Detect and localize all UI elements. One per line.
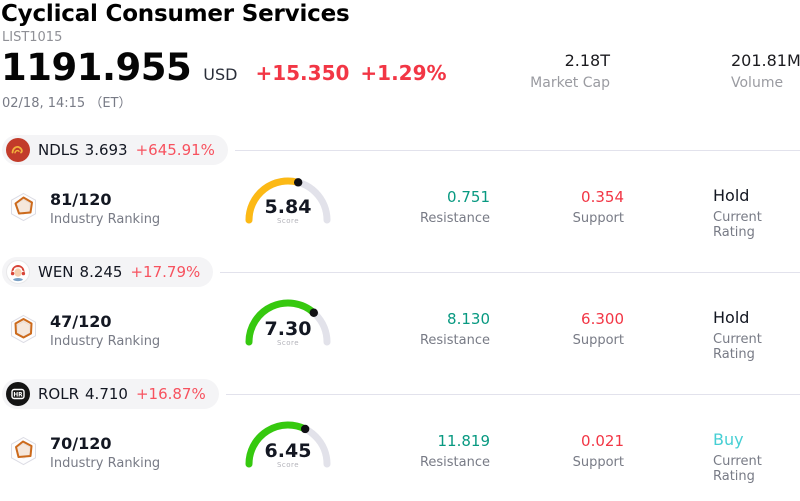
wen-logo-icon: [6, 260, 30, 284]
score-label: Score: [276, 339, 300, 347]
row-content: 81/120 Industry Ranking 5.84 Score 0.751…: [0, 165, 800, 257]
ticker-pill-wen[interactable]: WEN 8.245 +17.79%: [2, 257, 214, 287]
ranking-value: 70/120: [50, 434, 112, 453]
ranking-label: Industry Ranking: [50, 212, 161, 227]
hr-logo-text: HR: [13, 393, 23, 399]
support-label: Support: [572, 211, 624, 226]
row-header: WEN 8.245 +17.79%: [0, 257, 800, 287]
row-content: 47/120 Industry Ranking 7.30 Score 8.130…: [0, 287, 800, 379]
resistance-label: Resistance: [419, 211, 490, 226]
rating-value: Buy: [713, 430, 744, 449]
score-value: 5.84: [264, 196, 312, 218]
ticker-symbol: ROLR: [38, 385, 80, 403]
resistance-value: 0.751: [447, 188, 490, 206]
score-gauge: 5.84 Score: [243, 172, 333, 230]
support-stat: 0.021 Support: [504, 433, 624, 470]
rating-value: Hold: [713, 186, 750, 205]
resistance-stat: 0.751 Resistance: [370, 189, 490, 226]
industry-ranking: 70/120 Industry Ranking: [10, 434, 160, 471]
ticker-change: +16.87%: [135, 385, 206, 403]
ndls-logo-icon: [6, 138, 30, 162]
ticker-change: +645.91%: [135, 141, 215, 159]
radar-chart-icon: [10, 314, 37, 348]
ranking-label: Industry Ranking: [50, 456, 161, 471]
score-gauge: 7.30 Score: [243, 294, 333, 352]
current-rating: Buy Current Rating: [713, 430, 800, 485]
score-label: Score: [276, 461, 300, 469]
resistance-value: 11.819: [437, 432, 491, 450]
volume-label: Volume: [731, 75, 784, 91]
radar-chart-icon: [10, 436, 37, 470]
currency-label: USD: [203, 65, 238, 84]
market-cap-stat: 2.18T Market Cap: [530, 52, 610, 91]
rating-label: Current Rating: [713, 210, 762, 240]
score-value: 6.45: [264, 440, 312, 462]
price-row: 1191.955 USD +15.350 +1.29%: [1, 49, 447, 87]
list-id: LIST1015: [2, 30, 63, 45]
ticker-pill-ndls[interactable]: NDLS 3.693 +645.91%: [2, 135, 228, 165]
ticker-symbol-price: NDLS 3.693: [38, 141, 128, 159]
row-header: NDLS 3.693 +645.91%: [0, 135, 800, 165]
score-value: 7.30: [264, 318, 312, 340]
volume-value: 201.81M: [731, 51, 800, 70]
support-stat: 6.300 Support: [504, 311, 624, 348]
row-header: HR ROLR 4.710 +16.87%: [0, 379, 800, 409]
support-value: 6.300: [581, 310, 624, 328]
current-rating: Hold Current Rating: [713, 186, 800, 241]
ticker-pill-rolr[interactable]: HR ROLR 4.710 +16.87%: [2, 379, 219, 409]
support-label: Support: [572, 455, 624, 470]
support-value: 0.021: [581, 432, 624, 450]
ticker-row-wen: WEN 8.245 +17.79% 47/120 Industry: [0, 257, 800, 379]
divider-line: [220, 271, 800, 273]
score-label: Score: [276, 217, 300, 225]
ticker-price: 4.710: [85, 385, 128, 403]
ticker-row-rolr: HR ROLR 4.710 +16.87%: [0, 379, 800, 501]
rating-label: Current Rating: [713, 454, 762, 484]
ticker-symbol: WEN: [38, 263, 74, 281]
quote-timestamp: 02/18, 14:15 （ET）: [2, 96, 132, 111]
score-gauge: 6.45 Score: [243, 416, 333, 474]
price-change: +15.350 +1.29%: [255, 61, 446, 85]
ticker-price: 8.245: [79, 263, 123, 281]
ranking-value: 81/120: [50, 190, 112, 209]
resistance-stat: 11.819 Resistance: [370, 433, 490, 470]
current-rating: Hold Current Rating: [713, 308, 800, 363]
ranking-value: 47/120: [50, 312, 112, 331]
ticker-symbol-price: WEN 8.245: [38, 263, 122, 281]
ticker-row-ndls: NDLS 3.693 +645.91% 81/120 Industr: [0, 135, 800, 257]
ticker-price: 3.693: [84, 141, 128, 159]
resistance-stat: 8.130 Resistance: [370, 311, 490, 348]
resistance-value: 8.130: [447, 310, 490, 328]
ticker-symbol-price: ROLR 4.710: [38, 385, 128, 403]
change-absolute: +15.350: [255, 61, 350, 85]
volume-stat: 201.81M Volume: [731, 52, 800, 91]
support-stat: 0.354 Support: [504, 189, 624, 226]
index-price: 1191.955: [1, 46, 192, 89]
industry-ranking: 81/120 Industry Ranking: [10, 190, 160, 227]
support-value: 0.354: [581, 188, 624, 206]
resistance-label: Resistance: [419, 333, 490, 348]
page-title: Cyclical Consumer Services: [1, 1, 350, 27]
industry-ranking: 47/120 Industry Ranking: [10, 312, 160, 349]
rolr-hr-logo-icon: HR: [6, 382, 30, 406]
ranking-label: Industry Ranking: [50, 334, 161, 349]
divider-line: [225, 393, 800, 395]
market-cap-label: Market Cap: [530, 75, 610, 91]
support-label: Support: [572, 333, 624, 348]
ticker-symbol: NDLS: [38, 141, 79, 159]
resistance-label: Resistance: [419, 455, 490, 470]
radar-chart-icon: [10, 192, 37, 226]
change-percent: +1.29%: [360, 61, 447, 85]
row-content: 70/120 Industry Ranking 6.45 Score 11.81…: [0, 409, 800, 501]
watchlist-app: Cyclical Consumer Services LIST1015 1191…: [0, 1, 800, 484]
ticker-change: +17.79%: [130, 263, 201, 281]
rating-value: Hold: [713, 308, 750, 327]
rating-label: Current Rating: [713, 332, 762, 362]
market-cap-value: 2.18T: [564, 51, 610, 70]
divider-line: [234, 149, 800, 151]
